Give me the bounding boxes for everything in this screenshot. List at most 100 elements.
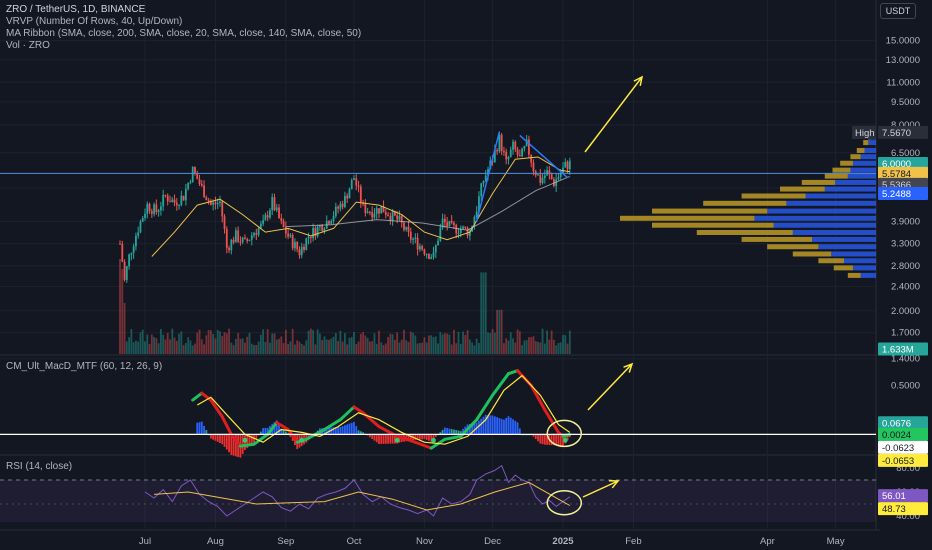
currency-button[interactable]: USDT [880,3,916,19]
profile-row-down [818,258,844,264]
price-tick-label: 6.5000 [891,148,920,159]
volume-bar [280,336,283,354]
macd-histogram-bar [516,422,519,435]
volume-legend[interactable]: Vol · ZRO [6,40,50,51]
macd-histogram-bar [234,434,237,457]
volume-bar [369,341,371,354]
macd-legend[interactable]: CM_Ult_MacD_MTF (60, 12, 26, 9) [6,361,163,372]
candle-body [303,246,305,250]
price-target-arrow [584,76,643,153]
macd-histogram-bar [534,434,537,439]
volume-bar [125,341,128,354]
volume-value-label-bg [878,342,928,356]
candle-body [543,175,546,178]
macd-histogram-bar [346,424,349,435]
macd-value-2-bg [878,427,928,441]
macd-histogram-bar [203,425,205,435]
volume-bar [455,343,458,354]
vrvp-legend[interactable]: VRVP (Number Of Rows, 40, Up/Down) [6,16,183,27]
volume-bar [221,336,224,354]
volume-bar [566,343,569,354]
volume-bar [491,329,494,354]
volume-bar [428,335,430,354]
volume-bar [228,328,230,354]
candle-body [300,246,303,256]
rsi-legend[interactable]: RSI (14, close) [6,461,73,472]
time-axis[interactable]: Jul Aug Sep Oct Nov Dec 2025 Feb Apr May [139,536,845,547]
volume-bar [464,334,467,354]
macd-histogram-bar [246,434,249,449]
price-tick-label: 11.0000 [886,77,920,88]
volume-bar [339,330,342,354]
volume-bar [382,345,385,354]
candle-body [191,166,194,182]
volume-bar [141,329,144,354]
candle-body [162,194,165,207]
volume-bar [137,341,140,354]
symbol-title[interactable]: ZRO / TetherUS, 1D, BINANCE [6,4,146,15]
candle-body [366,211,369,214]
macd-histogram-bar [387,434,389,444]
candle-body [294,242,296,249]
candle-body [241,237,244,243]
volume-bar [278,338,280,354]
profile-row-up [844,258,876,264]
volume-value-label: 1.633M [882,345,914,356]
volume-bar [553,339,555,354]
volume-bar [225,333,228,354]
volume-bar [523,340,526,354]
candle-body [207,200,210,202]
candle-body [219,201,221,203]
macd-histogram-bar [359,431,362,435]
candle-body [380,206,383,214]
volume-bar [153,337,155,354]
candle-body [498,134,501,152]
candle-body [530,154,533,163]
volume-bar [203,344,205,354]
candle-body [246,239,249,241]
price-badges: High7.56706.000008:28:295.57845.53665.24… [852,125,928,516]
macd-histogram-bar [414,434,417,440]
macd-line-segment [266,421,279,436]
macd-histogram-bar [264,427,267,435]
candle-body [503,151,505,153]
macd-value-3: -0.0623 [882,443,914,454]
candle-body [214,202,217,205]
macd-histogram-bar [441,429,444,435]
macd-target-arrow-head [623,362,634,373]
volume-bar [539,342,542,354]
macd-line-segment [459,418,479,438]
profile-row-down [703,200,787,206]
macd-histogram-bar [353,421,355,435]
main-legend[interactable]: ZRO / TetherUS, 1D, BINANCE VRVP (Number… [6,4,361,52]
high-price-label: 7.5670 [882,128,911,139]
volume-bar [239,338,242,354]
macd-histogram-bar [489,415,492,435]
profile-row-up [864,147,876,153]
rsi-ma-value-label-bg [878,502,928,516]
candle-body [418,246,421,250]
candle-body [175,202,178,206]
macd-line-segment [286,428,299,444]
candle-body [537,174,539,176]
price-tick-label: 13.0000 [886,55,920,66]
candle-body [359,186,362,203]
volume-bar [514,342,517,354]
price-axis[interactable]: 15.000013.000011.00009.50008.00006.50005… [886,36,920,522]
volume-bar [121,269,124,354]
macd-histogram-bar [228,434,230,453]
macd-histogram-bar [221,434,224,445]
candle-body [266,215,269,218]
macd-histogram-bar [430,434,433,442]
volume-bar [187,337,190,354]
price-tick-label: 2.8000 [891,261,920,272]
profile-row-down [863,140,869,146]
candle-body [475,211,478,217]
ma-ribbon-legend[interactable]: MA Ribbon (SMA, close, 200, SMA, close, … [6,28,362,39]
candle-body [484,175,487,182]
candle-body [437,240,439,246]
volume-bar [191,345,194,354]
volume-bar [503,343,505,354]
time-tick-label: 2025 [552,536,574,547]
